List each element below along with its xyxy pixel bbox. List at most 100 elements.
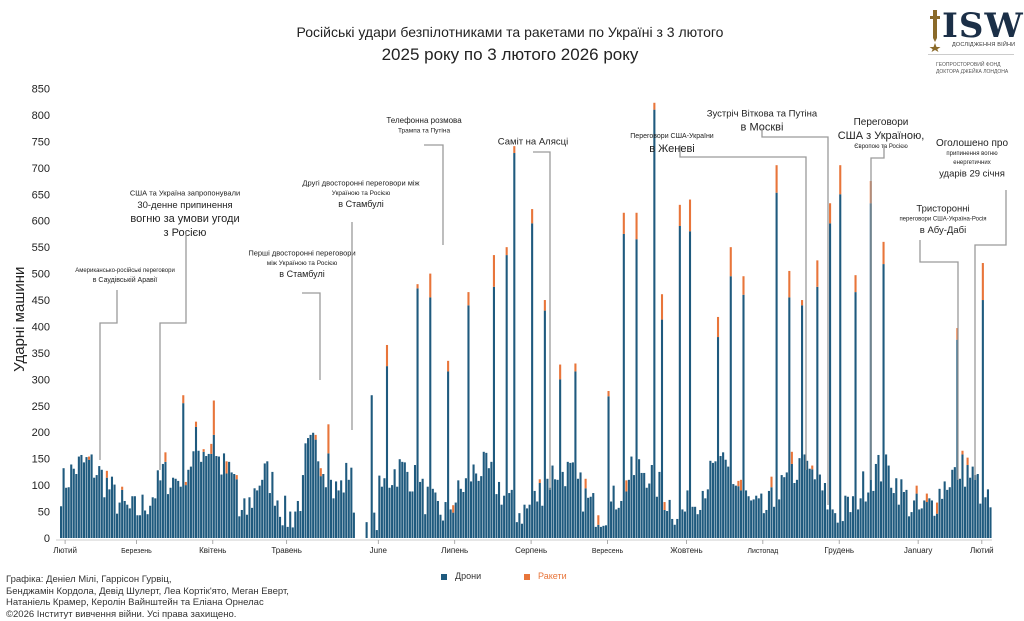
bar-drones: [464, 478, 467, 538]
x-tick-label: Березень: [121, 548, 152, 555]
bar-drones: [910, 512, 913, 538]
bar-drones: [189, 466, 192, 538]
chart-title: Російські удари безпілотниками та ракета…: [296, 24, 724, 40]
bar-drones: [492, 286, 495, 538]
bar-drones: [416, 288, 419, 538]
bar-drones: [523, 504, 526, 538]
bar-drones: [533, 490, 536, 538]
bar-drones: [401, 461, 404, 538]
bar-missiles: [816, 260, 819, 287]
bar-drones: [123, 500, 126, 538]
bar-drones: [729, 276, 732, 538]
bar-drones: [816, 286, 819, 538]
y-tick-label: 650: [32, 189, 50, 201]
bar-missiles: [597, 515, 600, 525]
bar-drones: [472, 464, 475, 538]
bar-drones: [480, 476, 483, 538]
bar-drones: [144, 510, 147, 538]
bar-drones: [312, 432, 315, 538]
annotation-text: в Абу-Дабі: [920, 225, 966, 236]
bar-drones: [444, 502, 447, 538]
bar-drones: [739, 490, 742, 538]
bar-drones: [902, 491, 905, 538]
bar-drones: [212, 434, 215, 538]
bar-drones: [696, 514, 699, 538]
bar-drones: [103, 497, 106, 538]
bar-drones: [963, 486, 967, 538]
annotation: Зустріч Віткова та Путіна в Москві: [707, 109, 829, 505]
bar-drones: [704, 498, 707, 538]
bar-missiles: [663, 502, 666, 510]
bar-missiles: [801, 300, 804, 306]
bar-drones: [974, 475, 977, 538]
y-tick-label: 850: [32, 84, 50, 96]
bar-drones: [907, 516, 911, 538]
bar-drones: [329, 479, 333, 538]
annotation-text: Американсько-російські переговори: [75, 267, 175, 274]
bar-drones: [146, 514, 149, 538]
annotation-text: 30-денне припинення: [137, 200, 232, 211]
bar-drones: [920, 508, 923, 538]
bar-drones: [900, 479, 903, 538]
bar-drones: [612, 485, 615, 538]
bar-drones: [513, 153, 516, 538]
bar-missiles: [935, 502, 939, 514]
bar-missiles: [513, 146, 516, 154]
bar-drones: [882, 264, 885, 538]
bar-drones: [72, 468, 75, 538]
bar-drones: [958, 478, 961, 538]
bar-drones: [635, 239, 638, 538]
bar-drones: [174, 478, 177, 538]
logo-footer: ГЕОПРОСТОРОВИЙ ФОНД ДОКТОРА ДЖЕЙКА ЛОНДО…: [936, 62, 1009, 75]
bar-missiles: [467, 292, 470, 306]
bar-drones: [439, 514, 442, 538]
bar-drones: [538, 483, 541, 538]
bar-drones: [946, 489, 949, 538]
bar-missiles: [202, 449, 205, 452]
bar-drones: [271, 471, 274, 538]
annotation-connector: [424, 144, 444, 245]
bar-drones: [289, 511, 292, 538]
y-tick-label: 700: [32, 163, 50, 175]
bar-drones: [941, 498, 944, 538]
bar-drones: [373, 512, 376, 538]
bar-missiles: [966, 457, 969, 466]
bar-drones: [93, 477, 96, 538]
bar-drones: [261, 479, 264, 538]
bar-drones: [793, 483, 796, 538]
y-tick-label: 800: [32, 110, 50, 122]
bar-drones: [582, 511, 585, 538]
bar-drones: [879, 481, 883, 538]
bar-drones: [597, 524, 600, 538]
bar-drones: [935, 513, 939, 538]
bar-missiles: [961, 450, 964, 455]
annotation-text: Оголошено про: [936, 138, 1008, 149]
bar-drones: [225, 473, 228, 538]
bar-missiles: [212, 400, 215, 435]
bar-missiles: [739, 479, 742, 491]
bar-drones: [317, 461, 320, 538]
annotation-text: Переговори: [854, 117, 909, 128]
bar-drones: [673, 524, 676, 538]
bar-missiles: [559, 364, 562, 380]
bar-drones: [592, 493, 595, 538]
annotation-text: Україною та Росією: [332, 189, 391, 197]
bar-missiles: [678, 204, 681, 226]
bar-drones: [788, 297, 791, 538]
chart-annotations: Американсько-російські переговори в Сауді…: [75, 109, 1008, 505]
bar-missiles: [653, 102, 656, 110]
bar-drones: [126, 504, 129, 538]
bar-drones: [256, 490, 259, 538]
bar-drones: [345, 462, 348, 538]
x-tick-label: Травень: [271, 546, 302, 555]
bar-missiles: [811, 465, 814, 470]
credits-line-1: Графіка: Деніел Мілі, Гаррісон Гурвіц,: [6, 574, 172, 585]
bar-drones: [574, 371, 577, 538]
bar-drones: [691, 506, 694, 538]
chart-subtitle: 2025 року по 3 лютого 2026 року: [381, 45, 639, 64]
bar-drones: [528, 504, 531, 538]
bar-missiles: [737, 480, 740, 487]
legend-missiles-label: Ракети: [538, 571, 567, 581]
bar-drones: [462, 491, 465, 538]
